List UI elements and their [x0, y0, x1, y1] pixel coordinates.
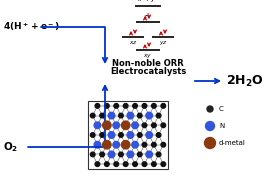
Circle shape	[108, 112, 115, 119]
Circle shape	[132, 122, 138, 129]
Circle shape	[119, 152, 123, 157]
Circle shape	[161, 123, 166, 128]
Text: $xy$: $xy$	[143, 52, 153, 60]
Circle shape	[104, 162, 109, 167]
Circle shape	[95, 104, 100, 108]
Circle shape	[100, 152, 104, 157]
Circle shape	[103, 121, 111, 129]
Circle shape	[122, 121, 130, 129]
Circle shape	[142, 123, 147, 128]
Circle shape	[161, 143, 166, 147]
Circle shape	[151, 162, 156, 167]
Circle shape	[90, 113, 95, 118]
Circle shape	[207, 106, 213, 112]
Circle shape	[161, 162, 166, 167]
Text: N: N	[219, 123, 224, 129]
Circle shape	[123, 104, 128, 108]
Circle shape	[146, 112, 153, 119]
Text: $\mathbf{4(H^+ + e^-)}$: $\mathbf{4(H^+ + e^-)}$	[3, 21, 60, 33]
Circle shape	[142, 143, 147, 147]
Circle shape	[132, 141, 138, 148]
Circle shape	[137, 113, 142, 118]
Circle shape	[114, 104, 119, 108]
Circle shape	[156, 152, 161, 157]
Circle shape	[137, 152, 142, 157]
Circle shape	[100, 113, 104, 118]
Circle shape	[94, 122, 101, 129]
Circle shape	[133, 162, 137, 167]
Circle shape	[103, 140, 111, 149]
Text: $yz$: $yz$	[158, 39, 167, 47]
Circle shape	[113, 122, 120, 129]
Circle shape	[204, 138, 215, 149]
Bar	[88, 101, 168, 169]
Text: Non-noble ORR: Non-noble ORR	[112, 59, 184, 67]
Circle shape	[146, 151, 153, 158]
Circle shape	[114, 162, 119, 167]
Text: d-metal: d-metal	[219, 140, 246, 146]
Circle shape	[151, 123, 156, 128]
Circle shape	[123, 162, 128, 167]
Circle shape	[151, 104, 156, 108]
Circle shape	[113, 141, 120, 148]
Circle shape	[127, 151, 134, 158]
Circle shape	[146, 132, 153, 138]
Circle shape	[90, 152, 95, 157]
Circle shape	[122, 140, 130, 149]
Text: $xz$: $xz$	[129, 39, 137, 46]
Circle shape	[95, 162, 100, 167]
Circle shape	[137, 133, 142, 137]
Circle shape	[205, 122, 214, 130]
Circle shape	[100, 133, 104, 137]
Text: Electrocatalysts: Electrocatalysts	[110, 67, 186, 77]
Circle shape	[142, 162, 147, 167]
Circle shape	[94, 141, 101, 148]
Text: $\mathbf{2H_2O}$: $\mathbf{2H_2O}$	[226, 74, 264, 89]
Circle shape	[119, 113, 123, 118]
Circle shape	[156, 133, 161, 137]
Circle shape	[104, 104, 109, 108]
Text: $x^2+y^2$: $x^2+y^2$	[137, 0, 159, 5]
Text: $z^2$: $z^2$	[143, 11, 151, 20]
Circle shape	[127, 132, 134, 138]
Circle shape	[127, 112, 134, 119]
Text: C: C	[219, 106, 224, 112]
Circle shape	[142, 104, 147, 108]
Text: $\mathbf{O_2}$: $\mathbf{O_2}$	[3, 140, 18, 154]
Circle shape	[119, 133, 123, 137]
Circle shape	[108, 151, 115, 158]
Circle shape	[133, 104, 137, 108]
Circle shape	[90, 133, 95, 137]
Circle shape	[156, 113, 161, 118]
Circle shape	[151, 143, 156, 147]
Circle shape	[108, 132, 115, 138]
Circle shape	[161, 104, 166, 108]
